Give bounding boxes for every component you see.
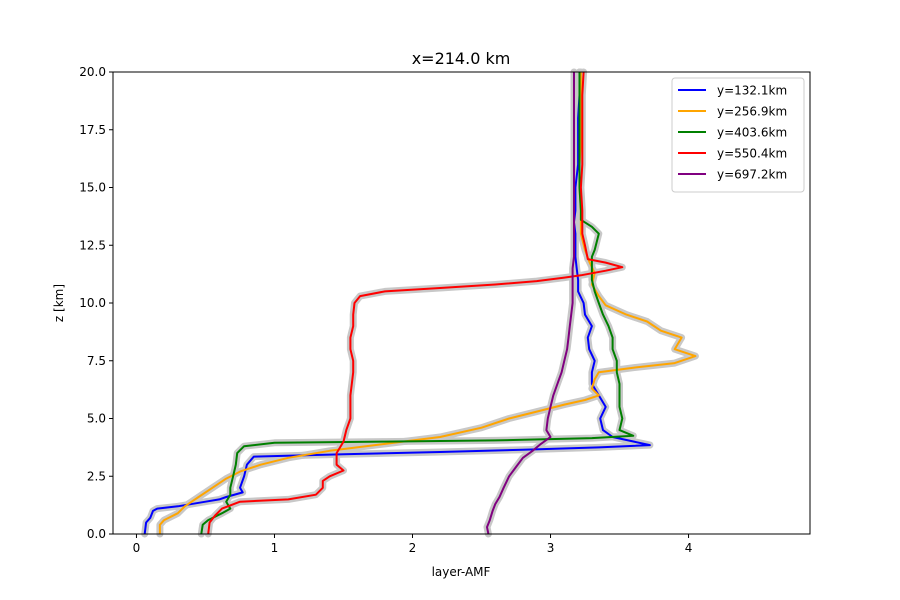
- y-tick-label: 2.5: [87, 469, 106, 483]
- legend: y=132.1km y=256.9km y=403.6km y=550.4km y=69…: [671, 77, 805, 193]
- x-tick-label: 3: [547, 541, 555, 555]
- legend-box: [671, 77, 805, 193]
- y-tick-label: 20.0: [79, 65, 106, 79]
- y-tick-label: 17.5: [79, 123, 106, 137]
- y-tick-label: 7.5: [87, 354, 106, 368]
- y-tick-label: 12.5: [79, 238, 106, 252]
- y-tick-label: 5.0: [87, 412, 106, 426]
- chart-title: x=214.0 km: [412, 49, 511, 68]
- x-axis-label: layer-AMF: [432, 565, 491, 579]
- series-line-1: [158, 72, 697, 534]
- legend-entry: y=256.9km: [717, 105, 787, 119]
- y-tick-label: 0.0: [87, 527, 106, 541]
- x-tick-label: 1: [271, 541, 279, 555]
- x-tick-label: 2: [409, 541, 417, 555]
- x-axis-ticks: 0 1 2 3 4: [133, 534, 693, 555]
- series-line-3: [207, 71, 624, 535]
- y-tick-label: 10.0: [79, 296, 106, 310]
- series-line-4: [486, 72, 575, 535]
- y-axis-label: z [km]: [52, 284, 66, 322]
- uncertainty-bands: [141, 68, 699, 538]
- legend-entry: y=403.6km: [717, 126, 787, 140]
- y-axis-ticks: 0.0 2.5 5.0 7.5 10.0 12.5 15.0 17.5 20.0: [79, 65, 113, 541]
- legend-entry: y=132.1km: [717, 84, 787, 98]
- y-tick-label: 15.0: [79, 181, 106, 195]
- x-tick-label: 4: [685, 541, 693, 555]
- uncertainty-band-4: [483, 68, 578, 538]
- series-lines: [143, 71, 697, 535]
- uncertainty-band-1: [156, 68, 699, 538]
- x-tick-label: 0: [133, 541, 141, 555]
- legend-entry: y=697.2km: [717, 168, 787, 182]
- legend-entry: y=550.4km: [717, 147, 787, 161]
